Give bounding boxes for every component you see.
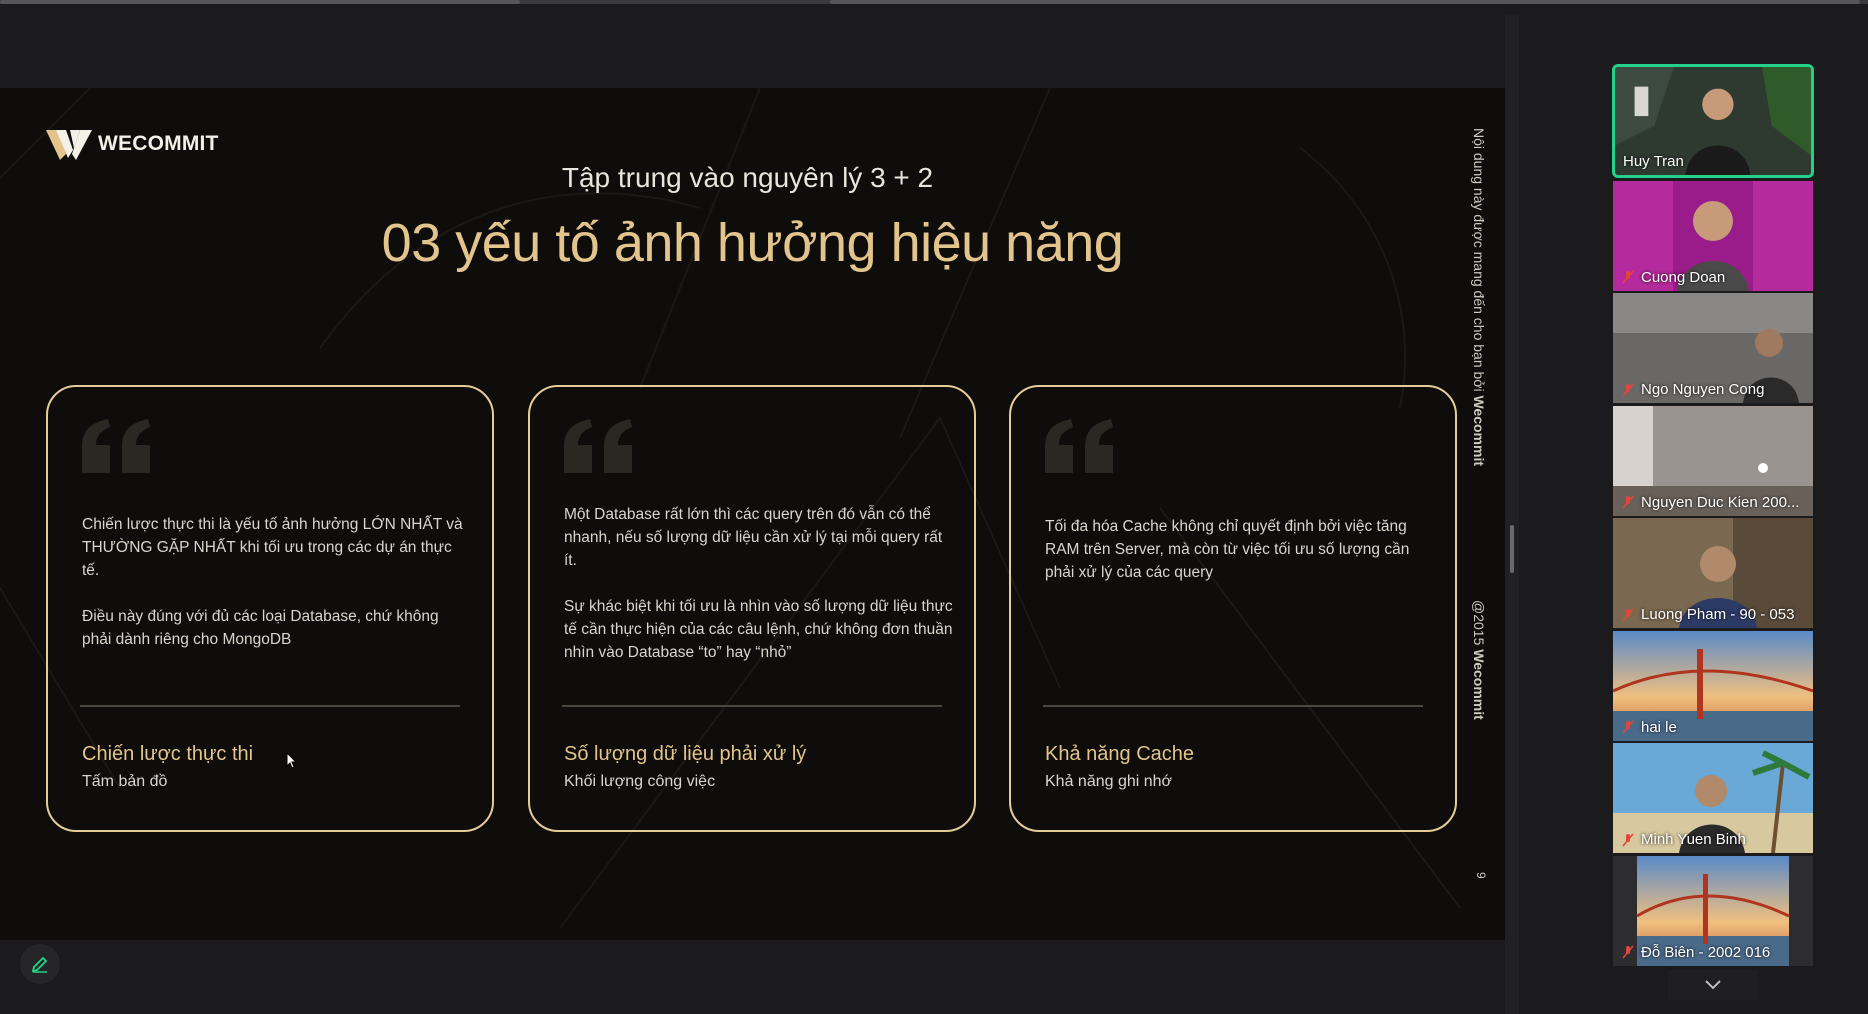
participant-tile[interactable]: Cuong Doan — [1613, 180, 1813, 291]
card-divider — [562, 705, 942, 707]
participant-video — [1613, 630, 1813, 741]
participant-name: Ngo Nguyen Cong — [1621, 381, 1764, 398]
side-note: Nội dung này được mang đến cho bạn bởi W… — [1471, 128, 1487, 466]
participant-name-text: Minh Yuen Binh — [1641, 831, 1746, 848]
page-number: 9 — [1474, 872, 1488, 879]
factor-card-1: Chiến lược thực thi là yếu tố ảnh hưởng … — [46, 385, 494, 832]
slide-subtitle-text: Tập trung vào nguyên lý 3 + 2 — [561, 162, 934, 193]
factor-card-2: Một Database rất lớn thì các query trên … — [528, 385, 976, 832]
scroll-participants-down-button[interactable] — [1668, 970, 1758, 1000]
panel-splitter — [1505, 14, 1519, 1014]
participant-name-text: Luong Pham - 90 - 053 — [1641, 606, 1795, 623]
card-divider — [80, 705, 460, 707]
participant-name-text: Ngo Nguyen Cong — [1641, 381, 1765, 398]
participant-tile[interactable]: Đỗ Biên - 2002 016 — [1613, 855, 1813, 966]
card-body: Một Database rất lớn thì các query trên … — [564, 506, 953, 661]
wecommit-logo: WECOMMIT — [46, 126, 219, 162]
mic-muted-icon — [1622, 607, 1634, 622]
card-divider — [1043, 705, 1423, 707]
mic-muted-icon — [1622, 495, 1634, 509]
participant-tile[interactable]: Nguyen Duc Kien 200... — [1613, 405, 1813, 516]
copyright-note: @2015 Wecommit — [1471, 600, 1487, 720]
participant-tile[interactable]: Huy Tran — [1612, 64, 1814, 178]
card-sublabel: Khối lượng công việc — [564, 773, 716, 790]
participant-name-text: Huy Tran — [1623, 153, 1684, 170]
quote-icon — [1045, 419, 1113, 473]
annotate-button[interactable] — [20, 944, 60, 984]
mic-muted-icon — [1622, 270, 1634, 284]
participant-video — [1613, 405, 1813, 516]
chevron-down-icon — [1705, 980, 1721, 990]
participant-name: Nguyen Duc Kien 200... — [1621, 494, 1799, 511]
pencil-icon — [31, 956, 48, 973]
tab-segment — [830, 0, 1860, 4]
shared-slide: WECOMMIT Tập trung vào nguyên lý 3 + 2 0… — [0, 88, 1505, 940]
participant-video — [1613, 743, 1813, 853]
copyright-text: @2015 — [1471, 600, 1487, 650]
tab-segment — [0, 0, 520, 4]
card-body: Tối đa hóa Cache không chỉ quyết định bở… — [1045, 518, 1410, 581]
card-body: Chiến lược thực thi là yếu tố ảnh hưởng … — [82, 516, 463, 648]
participant-name-text: Nguyen Duc Kien 200... — [1641, 493, 1800, 511]
card-label: Số lượng dữ liệu phải xử lý — [564, 743, 807, 765]
copyright-brand: Wecommit — [1471, 649, 1487, 720]
mic-muted-icon — [1622, 945, 1634, 959]
participant-tile[interactable]: Ngo Nguyen Cong — [1613, 293, 1813, 403]
side-note-brand: Wecommit — [1471, 395, 1487, 467]
mic-muted-icon — [1622, 720, 1634, 734]
mic-muted-icon — [1622, 832, 1634, 847]
participant-video — [1613, 518, 1813, 628]
slide-subtitle: Tập trung vào nguyên lý 3 + 2 — [0, 162, 1505, 194]
slide-background-decoration — [0, 88, 1461, 929]
splitter-handle[interactable] — [1510, 525, 1514, 573]
quote-icon — [82, 419, 150, 473]
participant-video — [1613, 855, 1813, 966]
participant-video — [1613, 293, 1813, 403]
participant-tile[interactable]: hai le — [1613, 630, 1813, 741]
participant-name: hai le — [1621, 719, 1677, 736]
participant-name-text: Đỗ Biên - 2002 016 — [1641, 943, 1771, 961]
participant-name: Luong Pham - 90 - 053 — [1621, 606, 1794, 623]
mouse-cursor-icon — [286, 752, 298, 769]
mic-muted-icon — [1622, 382, 1634, 397]
card-sublabel: Khả năng ghi nhớ — [1045, 773, 1173, 790]
participant-name-text: hai le — [1641, 718, 1677, 736]
participant-video — [1615, 67, 1811, 175]
top-tab-strip — [0, 0, 1868, 4]
wecommit-logo-icon — [46, 130, 92, 160]
participant-list: Huy Tran Cuong Doan — [1612, 64, 1814, 968]
logo-text: WECOMMIT — [98, 132, 219, 155]
participant-name: Minh Yuen Binh — [1621, 831, 1746, 848]
participant-tile[interactable]: Luong Pham - 90 - 053 — [1613, 518, 1813, 628]
participant-name: Huy Tran — [1623, 153, 1684, 170]
participant-name: Cuong Doan — [1621, 269, 1725, 286]
participant-video — [1613, 180, 1813, 291]
factor-card-3: Tối đa hóa Cache không chỉ quyết định bở… — [1009, 385, 1457, 832]
quote-icon — [564, 419, 632, 473]
card-label: Khả năng Cache — [1045, 743, 1195, 765]
card-sublabel: Tấm bản đồ — [82, 773, 168, 790]
slide-title: 03 yếu tố ảnh hưởng hiệu năng — [381, 213, 1124, 273]
side-note-text: Nội dung này được mang đến cho bạn bởi — [1471, 128, 1487, 396]
participant-name: Đỗ Biên - 2002 016 — [1621, 944, 1770, 961]
participant-tile[interactable]: Minh Yuen Binh — [1613, 743, 1813, 853]
participant-name-text: Cuong Doan — [1641, 268, 1726, 286]
card-label: Chiến lược thực thi — [82, 743, 254, 765]
